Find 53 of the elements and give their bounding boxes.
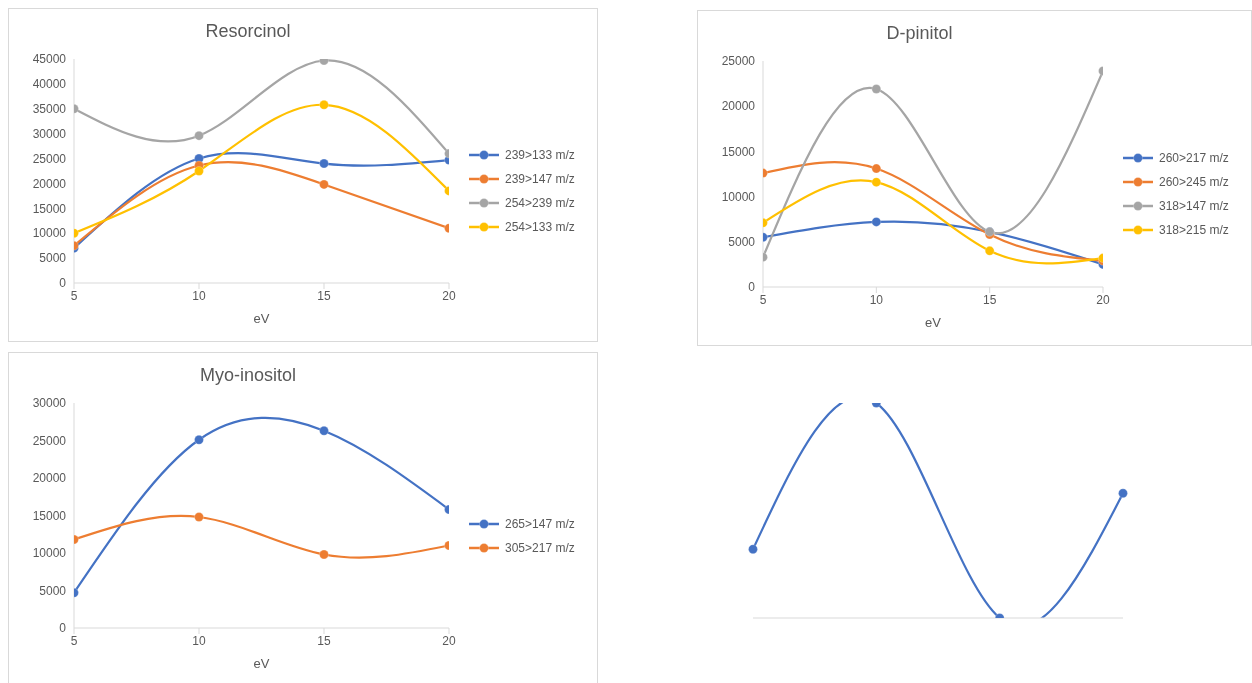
chart-title: Resorcinol xyxy=(204,21,292,43)
y-tick-label: 0 xyxy=(59,276,67,291)
y-tick-label: 30000 xyxy=(32,126,67,141)
y-tick-label: 0 xyxy=(748,280,756,295)
y-tick-label: 0 xyxy=(59,621,67,636)
x-tick-label: 20 xyxy=(442,288,456,303)
y-tick-label: 20000 xyxy=(721,99,756,114)
legend-label: 254>133 m/z xyxy=(505,220,575,234)
legend-label: 254>239 m/z xyxy=(505,196,575,210)
x-tick-label: 5 xyxy=(759,292,767,307)
x-tick-label: 5 xyxy=(70,288,78,303)
y-tick-label: 35000 xyxy=(32,102,67,117)
y-tick-label: 15000 xyxy=(721,144,756,159)
y-tick-label: 15000 xyxy=(32,201,67,216)
y-tick-label: 25000 xyxy=(721,54,756,69)
legend-label: 239>133 m/z xyxy=(505,148,575,162)
legend-label: 265>147 m/z xyxy=(505,516,575,531)
x-tick-label: 5 xyxy=(70,633,78,648)
legend-label: 318>147 m/z xyxy=(1159,199,1229,213)
point xyxy=(1118,488,1128,499)
x-tick-label: 20 xyxy=(442,633,456,648)
x-tick-label: 20 xyxy=(1096,292,1110,307)
point xyxy=(748,544,758,555)
y-tick-label: 5000 xyxy=(728,235,756,250)
chart-title: Myo-inositol xyxy=(199,365,297,387)
y-tick-label: 10000 xyxy=(721,189,756,204)
y-tick-label: 10000 xyxy=(32,226,67,241)
x-axis-title: eV xyxy=(253,656,270,671)
legend-label: 260>245 m/z xyxy=(1159,175,1229,189)
y-tick-label: 10000 xyxy=(32,546,67,561)
x-tick-label: 15 xyxy=(982,292,997,307)
legend-label: 239>147 m/z xyxy=(505,172,575,186)
legend-label: 305>217 m/z xyxy=(505,540,575,555)
x-axis-title: eV xyxy=(253,311,270,326)
y-tick-label: 20000 xyxy=(32,176,67,191)
y-tick-label: 25000 xyxy=(32,433,67,448)
legend-label: 260>217 m/z xyxy=(1159,151,1229,165)
x-tick-label: 10 xyxy=(869,292,884,307)
x-tick-label: 10 xyxy=(192,633,206,648)
y-tick-label: 5000 xyxy=(39,251,67,266)
y-tick-label: 25000 xyxy=(32,151,67,166)
x-tick-label: 10 xyxy=(192,288,206,303)
y-tick-label: 15000 xyxy=(32,508,67,523)
y-tick-label: 30000 xyxy=(32,396,67,411)
x-tick-label: 15 xyxy=(317,633,331,648)
chart-title: D-pinitol xyxy=(885,23,954,45)
y-tick-label: 20000 xyxy=(32,471,67,486)
y-tick-label: 5000 xyxy=(39,583,67,598)
y-tick-label: 40000 xyxy=(32,77,67,92)
legend-label: 318>215 m/z xyxy=(1159,223,1229,237)
y-tick-label: 45000 xyxy=(32,52,67,67)
x-tick-label: 15 xyxy=(317,288,331,303)
x-axis-title: eV xyxy=(925,315,942,330)
